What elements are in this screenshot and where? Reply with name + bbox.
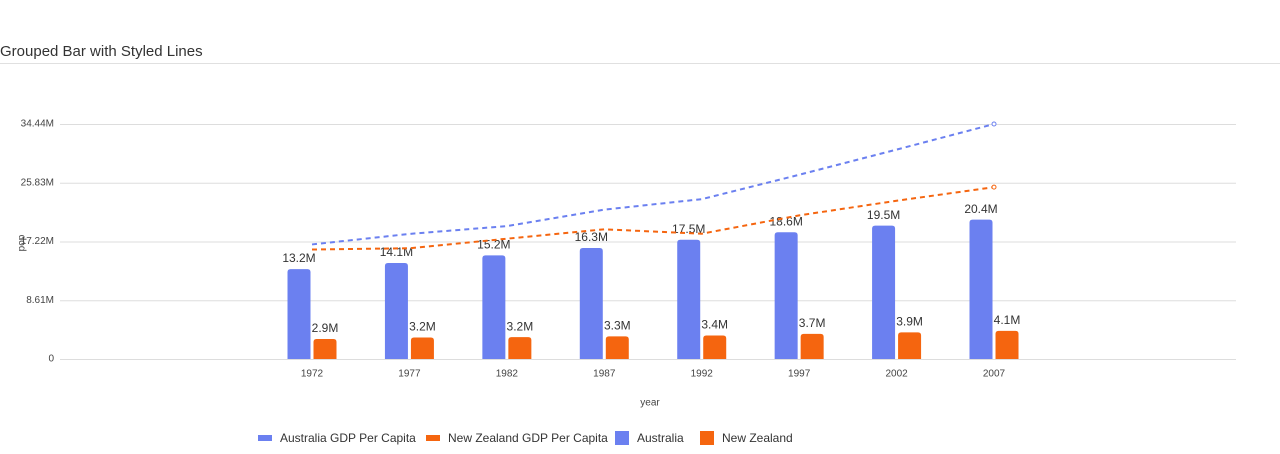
chart-title: Grouped Bar with Styled Lines [0, 43, 203, 60]
bar [579, 248, 603, 359]
data-label: 3.9M [896, 314, 923, 328]
x-axis-label: year [640, 398, 660, 409]
legend-swatch [700, 431, 714, 445]
legend-label: Australia GDP Per Capita [280, 431, 416, 445]
legend-swatch [615, 431, 629, 445]
x-tick-label: 1997 [788, 369, 811, 380]
bar [508, 337, 532, 359]
data-label: 3.4M [701, 318, 728, 332]
data-label: 3.2M [409, 320, 436, 334]
bar [774, 232, 798, 359]
x-tick-label: 1987 [593, 369, 616, 380]
bar [898, 332, 922, 359]
data-label: 20.4M [964, 202, 997, 216]
bar [384, 262, 408, 359]
y-tick-label: 17.22M [21, 236, 54, 247]
line-end-marker [991, 184, 997, 190]
bar [995, 330, 1019, 359]
bar [872, 225, 896, 359]
x-tick-label: 2002 [885, 369, 908, 380]
legend-label: New Zealand [722, 431, 793, 445]
bar [677, 239, 701, 359]
legend-swatch [258, 435, 272, 441]
legend-label: Australia [637, 431, 684, 445]
data-label: 18.6M [769, 214, 802, 228]
x-tick-label: 1977 [398, 369, 421, 380]
y-axis-label: pop [17, 234, 28, 251]
line-end-marker [991, 121, 997, 127]
data-label: 3.2M [507, 319, 534, 333]
x-tick-label: 1972 [301, 369, 324, 380]
bar [482, 255, 506, 359]
bar [287, 269, 311, 359]
legend-label: New Zealand GDP Per Capita [448, 431, 608, 445]
y-tick-label: 34.44M [21, 119, 54, 130]
data-label: 16.3M [575, 230, 608, 244]
x-tick-label: 1982 [496, 369, 519, 380]
bar [410, 337, 434, 359]
bar [800, 333, 824, 359]
line [311, 186, 995, 251]
bar [703, 335, 727, 359]
y-tick-label: 8.61M [26, 295, 54, 306]
data-label: 3.3M [604, 319, 631, 333]
line [311, 123, 995, 246]
data-label: 13.2M [282, 251, 315, 265]
x-tick-label: 1992 [691, 369, 714, 380]
data-label: 19.5M [867, 208, 900, 222]
bar [605, 336, 629, 359]
x-tick-label: 2007 [983, 369, 1006, 380]
y-tick-label: 25.83M [21, 177, 54, 188]
data-label: 4.1M [994, 313, 1021, 327]
bar [969, 219, 993, 359]
data-label: 14.1M [380, 245, 413, 259]
bar [313, 339, 337, 359]
data-label: 2.9M [312, 321, 339, 335]
y-tick-label: 0 [48, 354, 54, 365]
data-label: 3.7M [799, 316, 826, 330]
legend-swatch [426, 435, 440, 441]
